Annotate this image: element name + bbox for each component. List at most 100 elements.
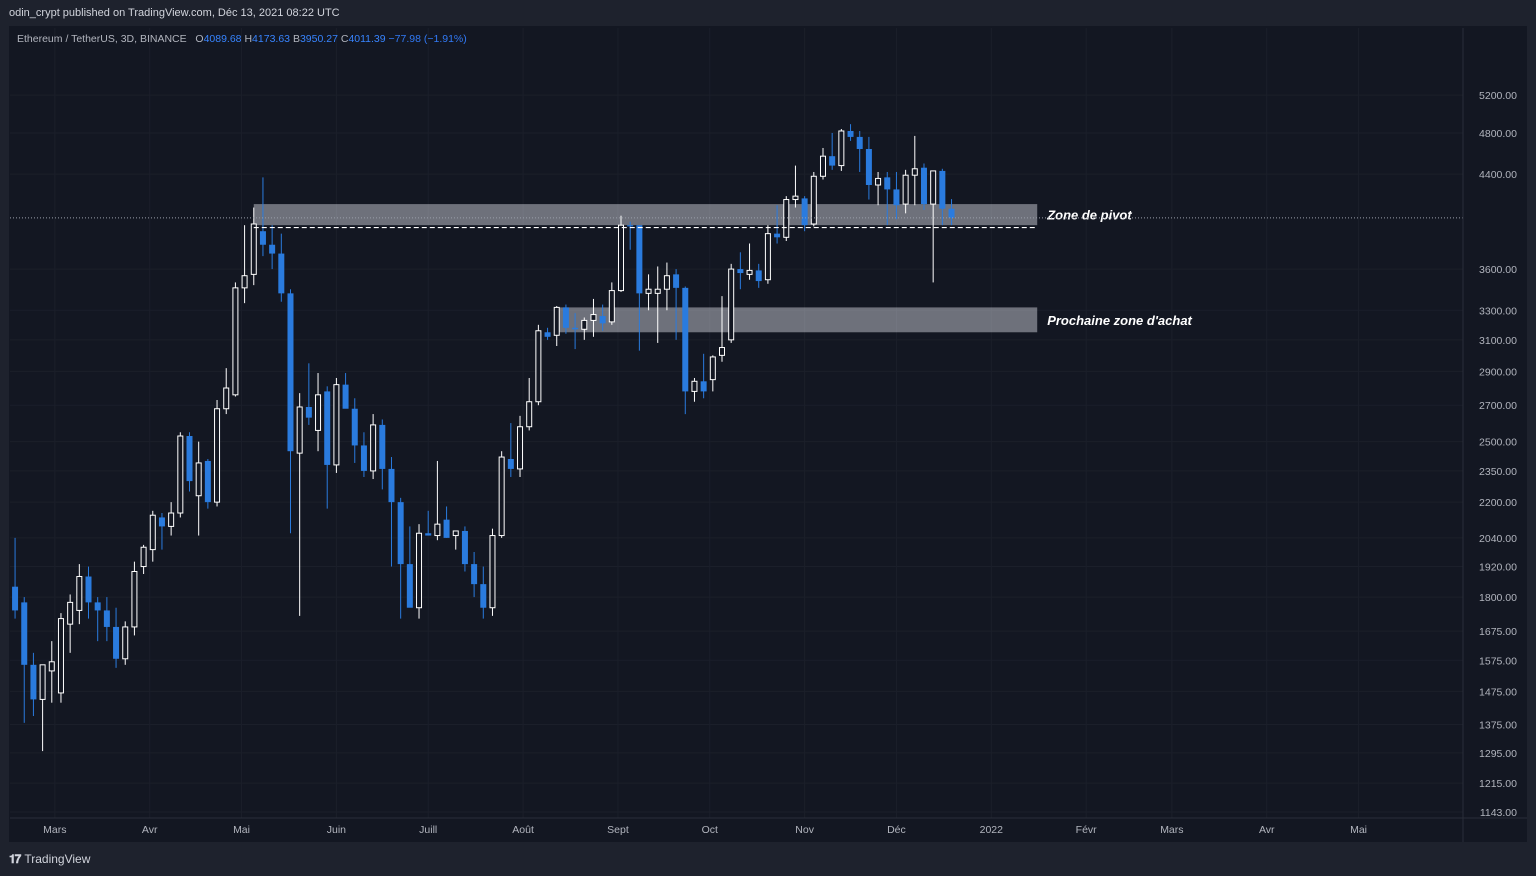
candle — [39, 664, 46, 752]
candle-body — [177, 435, 184, 514]
candle — [30, 652, 37, 717]
candle — [783, 196, 790, 242]
candle-body — [452, 530, 459, 537]
brand-label: TradingView — [24, 852, 91, 866]
candle-body — [930, 170, 937, 205]
candle — [902, 169, 909, 214]
candle-body — [590, 314, 597, 321]
symbol-name[interactable]: Ethereum / TetherUS, 3D, BINANCE — [17, 33, 187, 45]
tradingview-brand[interactable]: 𝟏𝟕 TradingView — [9, 852, 90, 867]
price-tick-label: 2200.00 — [1479, 497, 1517, 509]
candle — [149, 510, 156, 562]
candle-body — [535, 330, 542, 403]
candle — [939, 168, 946, 226]
candle — [930, 170, 937, 283]
candle — [370, 414, 377, 480]
candle — [214, 399, 221, 507]
candle — [480, 566, 487, 619]
candle — [305, 363, 312, 425]
chart-frame[interactable] — [9, 26, 1527, 842]
time-tick-label: Mai — [233, 824, 250, 836]
candle-body — [57, 618, 64, 694]
candle-body — [920, 167, 927, 205]
candle-body — [599, 316, 606, 324]
price-tick-label: 1143.00 — [1480, 807, 1517, 819]
candle-body — [764, 233, 771, 281]
candle-body — [792, 195, 799, 201]
candle-body — [517, 426, 524, 470]
candle — [581, 317, 588, 340]
candle — [122, 621, 129, 665]
candle — [737, 252, 744, 290]
low-label: B — [292, 33, 300, 45]
candle-body — [728, 268, 735, 341]
time-tick-label: Nov — [795, 824, 814, 836]
candle-body — [39, 664, 46, 700]
candle — [535, 324, 542, 406]
candle-body — [682, 287, 689, 392]
close-label: C — [340, 33, 349, 45]
candle — [673, 269, 680, 340]
candle — [324, 386, 331, 509]
candle — [140, 544, 147, 575]
time-tick-label: Mai — [1350, 824, 1367, 836]
candle-body — [819, 155, 826, 177]
price-axis: 5200.00 4800.00 4400.00 3600.00 3300.00 3100.… — [1462, 28, 1527, 842]
change-value: −77.98 (−1.91%) — [388, 33, 467, 45]
candle — [608, 282, 615, 325]
candle-body — [333, 384, 340, 466]
candle-body — [351, 408, 358, 446]
open-label: O — [195, 33, 204, 45]
candle-body — [838, 130, 845, 167]
candle-body — [76, 576, 83, 611]
candle-body — [709, 356, 716, 381]
candle — [434, 460, 441, 541]
price-tick-label: 2350.00 — [1479, 466, 1517, 478]
candle-body — [269, 244, 276, 254]
price-tick-label: 1295.00 — [1479, 748, 1517, 760]
pivot-zone-label: Zone de pivot — [1046, 208, 1132, 223]
candle-body — [443, 519, 450, 538]
candle-body — [379, 424, 386, 469]
candle — [223, 368, 230, 415]
candle-body — [498, 456, 505, 537]
candle — [801, 196, 808, 232]
candle — [507, 423, 514, 478]
candle — [893, 171, 900, 220]
candle-body — [149, 514, 156, 551]
candle — [131, 561, 138, 636]
candle — [85, 566, 92, 619]
candle-body — [480, 584, 487, 608]
candle — [425, 510, 432, 536]
candle-body — [406, 564, 413, 608]
candle — [471, 551, 478, 598]
price-tick-label: 5200.00 — [1479, 90, 1517, 102]
candle — [774, 205, 781, 244]
candle-body — [48, 661, 55, 672]
candle — [195, 441, 202, 536]
price-tick-label: 1475.00 — [1479, 686, 1517, 698]
candle-body — [700, 381, 707, 392]
candle-body — [893, 189, 900, 206]
candle-body — [911, 168, 918, 176]
candle — [920, 163, 927, 210]
candle — [618, 215, 625, 292]
candle-body — [416, 532, 423, 609]
candle — [351, 398, 358, 463]
candle — [792, 165, 799, 208]
candle — [250, 207, 257, 286]
time-axis: Mars Avr Mai Juin Juill Août Sept Oct Nov Déc 2022… — [10, 817, 1527, 836]
candle-body — [746, 269, 753, 275]
candle-body — [737, 269, 744, 274]
candle — [719, 296, 725, 362]
candle — [94, 597, 101, 642]
candle-body — [461, 530, 468, 565]
candle-body — [388, 468, 395, 503]
candle-body — [526, 401, 533, 428]
candle-body — [232, 287, 239, 396]
candle-body — [223, 387, 230, 410]
candle — [379, 419, 386, 490]
candle-body — [581, 319, 588, 330]
price-tick-label: 3300.00 — [1479, 305, 1517, 317]
